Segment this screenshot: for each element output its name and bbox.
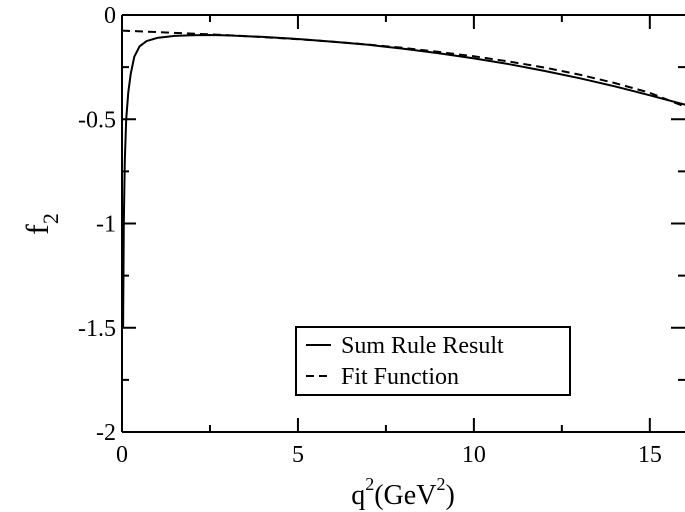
y-tick-label: -2 — [96, 420, 116, 446]
ticks-group — [121, 14, 685, 433]
y-tick-label: -0.5 — [78, 107, 116, 133]
x-axis-title-sup: 2 — [365, 474, 374, 494]
y-axis-title-base: f — [19, 224, 55, 235]
x-axis-title-base: q — [351, 480, 365, 511]
series-line-fit — [122, 29, 685, 108]
svg-text:f2: f2 — [19, 213, 63, 235]
x-axis-title-unit-close: ) — [445, 480, 454, 511]
y-tick-label: 0 — [104, 3, 116, 29]
y-axis-title-sub: 2 — [38, 213, 63, 224]
legend-label-sum-rule: Sum Rule Result — [341, 333, 504, 359]
y-tick-label: -1 — [96, 212, 116, 238]
x-axis-title-unit-open: (GeV — [374, 480, 436, 511]
svg-text:q2(GeV2): q2(GeV2) — [351, 474, 455, 511]
series-group — [122, 29, 685, 328]
legend: Sum Rule Result Fit Function — [295, 326, 571, 396]
x-axis-title-unit-sup: 2 — [436, 474, 445, 494]
legend-label-fit: Fit Function — [341, 364, 459, 390]
x-tick-label: 15 — [638, 442, 662, 468]
tick-labels-group: 0 5 10 15 0 -0.5 -1 -1.5 -2 — [78, 3, 662, 468]
x-tick-label: 5 — [292, 442, 304, 468]
y-axis-title: f2 — [19, 213, 63, 235]
y-tick-label: -1.5 — [78, 316, 116, 342]
x-tick-label: 0 — [116, 442, 128, 468]
x-axis-title: q2(GeV2) — [351, 474, 455, 511]
x-tick-label: 10 — [462, 442, 486, 468]
legend-box — [295, 326, 571, 396]
